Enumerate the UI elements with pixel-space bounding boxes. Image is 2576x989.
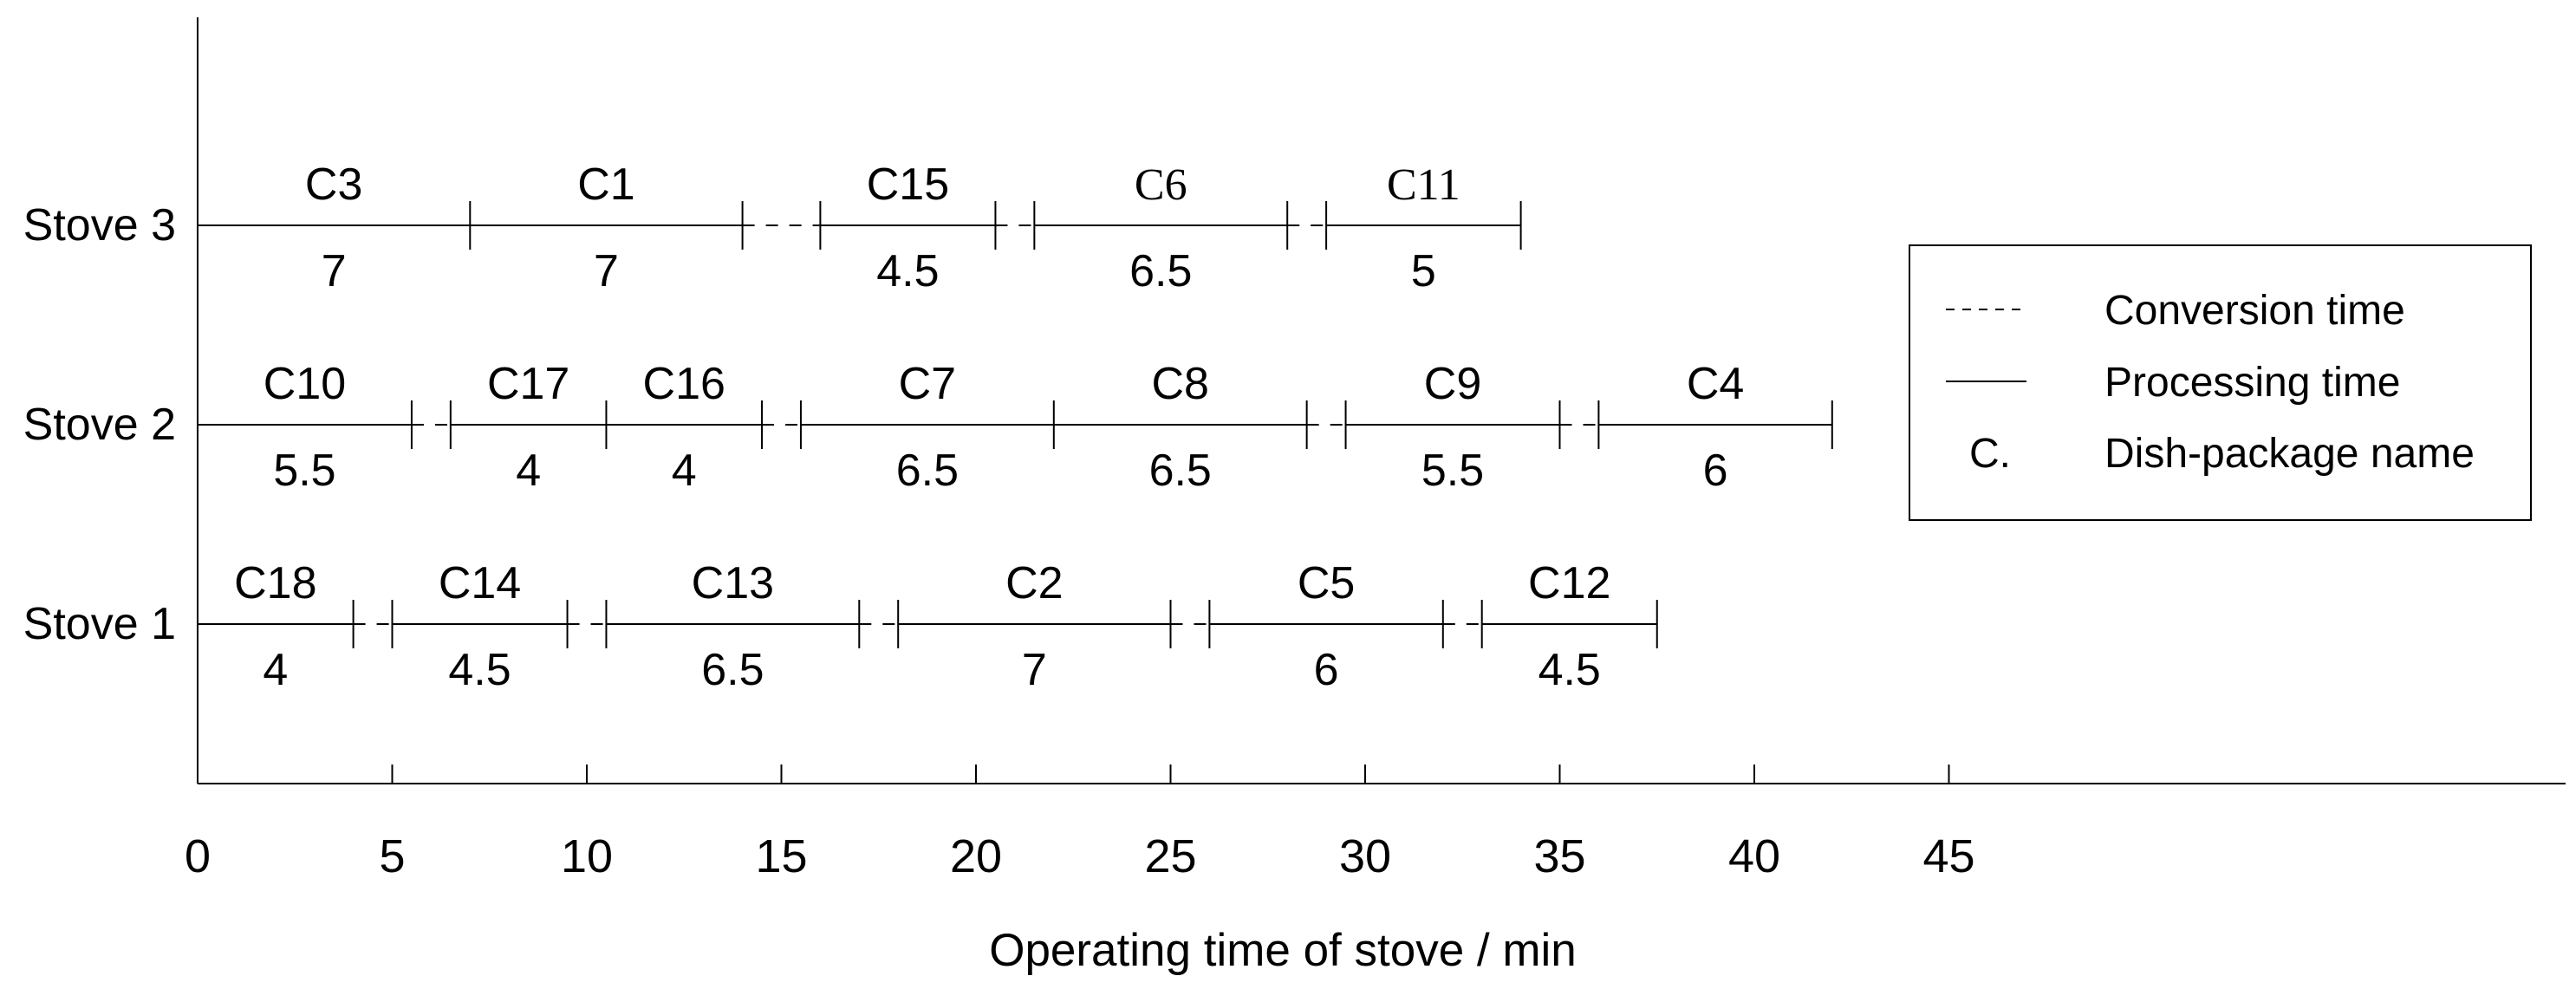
stove-row-label: Stove 1 xyxy=(23,599,176,649)
package-name-label: C2 xyxy=(1005,558,1063,608)
x-axis-tick-label: 40 xyxy=(1728,830,1780,882)
processing-duration-label: 5.5 xyxy=(273,446,335,496)
x-axis-tick-label: 25 xyxy=(1144,830,1196,882)
processing-duration-label: 6 xyxy=(1314,645,1339,695)
x-axis-title: Operating time of stove / min xyxy=(989,925,1577,976)
processing-duration-label: 6.5 xyxy=(896,446,959,496)
x-axis-tick-label: 45 xyxy=(1922,830,1974,882)
stove-row-label: Stove 2 xyxy=(23,400,176,450)
x-axis-tick-label: 20 xyxy=(950,830,1002,882)
package-name-label: C15 xyxy=(867,159,949,210)
legend-item-label: Processing time xyxy=(2104,360,2400,406)
processing-duration-label: 4.5 xyxy=(876,246,939,296)
package-name-label: C1 xyxy=(577,159,634,210)
processing-duration-label: 4 xyxy=(516,446,541,496)
x-axis-tick-label: 0 xyxy=(185,830,211,882)
processing-duration-label: 6.5 xyxy=(701,645,764,695)
x-axis-tick-label: 10 xyxy=(561,830,613,882)
processing-duration-label: 7 xyxy=(1022,645,1047,695)
processing-duration-label: 4.5 xyxy=(1538,645,1601,695)
package-name-label: C16 xyxy=(643,359,725,409)
stove-row-label: Stove 3 xyxy=(23,200,176,251)
legend-item-label: Dish-package name xyxy=(2104,431,2475,477)
x-axis-tick-label: 30 xyxy=(1339,830,1391,882)
x-axis-tick-label: 15 xyxy=(755,830,807,882)
package-name-label: C8 xyxy=(1151,359,1208,409)
processing-duration-label: 6 xyxy=(1703,446,1728,496)
package-name-label: C14 xyxy=(439,558,521,608)
processing-duration-label: 6.5 xyxy=(1149,446,1212,496)
package-name-label: C6 xyxy=(1135,160,1187,210)
package-name-label: C3 xyxy=(305,159,362,210)
legend-item-label: Conversion time xyxy=(2104,288,2405,334)
package-name-label: C13 xyxy=(692,558,774,608)
package-name-label: C5 xyxy=(1298,558,1355,608)
processing-duration-label: 4.5 xyxy=(448,645,511,695)
processing-duration-label: 5.5 xyxy=(1421,446,1484,496)
package-name-label: C10 xyxy=(263,359,346,409)
legend-box xyxy=(1909,244,2532,521)
package-name-label: C17 xyxy=(487,359,569,409)
package-name-label: C9 xyxy=(1424,359,1481,409)
package-name-label: C18 xyxy=(234,558,316,608)
legend-symbol-c: C. xyxy=(1969,431,2011,477)
processing-duration-label: 4 xyxy=(672,446,697,496)
package-name-label: C12 xyxy=(1528,558,1610,608)
x-axis-tick-label: 5 xyxy=(379,830,405,882)
processing-duration-label: 4 xyxy=(263,645,288,695)
package-name-label: C11 xyxy=(1387,160,1460,210)
processing-duration-label: 7 xyxy=(594,246,619,296)
package-name-label: C4 xyxy=(1687,359,1744,409)
processing-duration-label: 7 xyxy=(322,246,347,296)
processing-duration-label: 5 xyxy=(1411,246,1436,296)
processing-duration-label: 6.5 xyxy=(1129,246,1192,296)
package-name-label: C7 xyxy=(899,359,956,409)
x-axis-tick-label: 35 xyxy=(1533,830,1585,882)
